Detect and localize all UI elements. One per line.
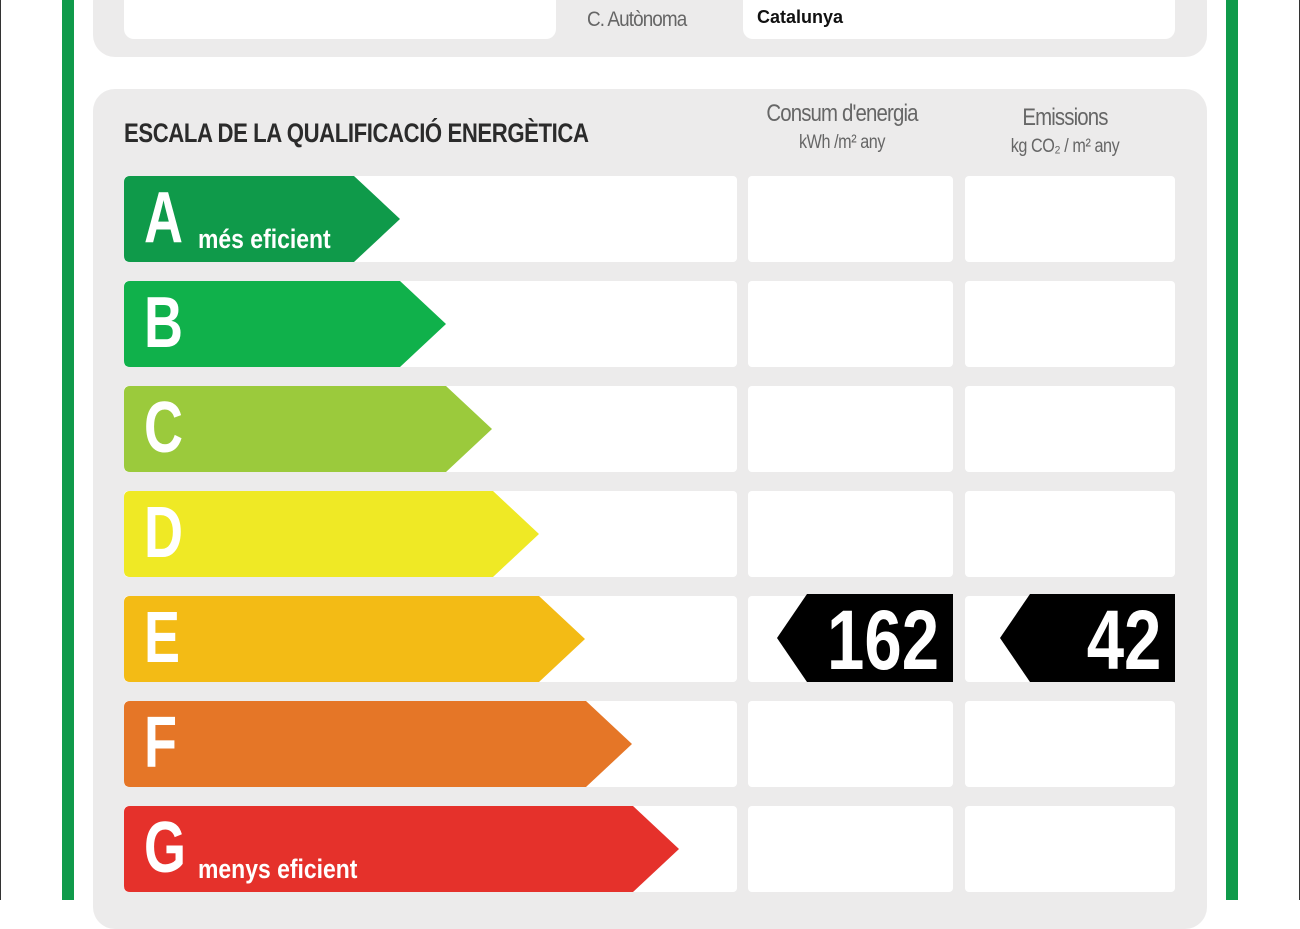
- emissions-cell: [965, 176, 1175, 262]
- emissions-rating-badge: 42: [1000, 594, 1175, 682]
- location-panel: C. Autònoma Catalunya: [93, 0, 1207, 57]
- energy-rating-badge: 162: [777, 594, 953, 682]
- frame-border-right: [1226, 0, 1238, 900]
- emissions-cell: [965, 806, 1175, 892]
- class-letter: B: [144, 283, 183, 363]
- class-caption: més eficient: [198, 224, 331, 254]
- class-arrow-b: B: [124, 281, 446, 367]
- energy-cell: [748, 806, 953, 892]
- rating-value: 162: [826, 593, 939, 687]
- energy-cell: [748, 701, 953, 787]
- class-arrow-c: C: [124, 386, 492, 472]
- emissions-column-header: Emissions kg CO₂ / m² any: [965, 104, 1165, 158]
- energy-cell: [748, 386, 953, 472]
- blank-field: [124, 0, 556, 39]
- emissions-cell: [965, 386, 1175, 472]
- class-arrow-e: E: [124, 596, 585, 682]
- page-edge-left: [0, 0, 1, 900]
- energy-unit: kWh /m² any: [799, 132, 885, 153]
- energy-cell: [748, 281, 953, 367]
- energy-column-header: Consum d'energia kWh /m² any: [742, 100, 942, 154]
- energy-heading: Consum d'energia: [766, 100, 918, 127]
- class-letter: F: [144, 703, 177, 783]
- region-label: C. Autònoma: [587, 8, 687, 31]
- class-letter: E: [144, 598, 181, 678]
- energy-cell: [748, 176, 953, 262]
- emissions-cell: [965, 491, 1175, 577]
- frame-border-left: [62, 0, 74, 900]
- class-arrow-f: F: [124, 701, 632, 787]
- class-letter: A: [144, 178, 183, 258]
- class-arrow-d: D: [124, 491, 539, 577]
- scale-title: ESCALA DE LA QUALIFICACIÓ ENERGÈTICA: [124, 118, 589, 148]
- emissions-unit: kg CO₂ / m² any: [1010, 136, 1120, 157]
- region-value: Catalunya: [757, 7, 844, 27]
- rating-value: 42: [1086, 593, 1161, 687]
- region-field: Catalunya: [743, 0, 1175, 39]
- emissions-cell: [965, 701, 1175, 787]
- class-letter: D: [144, 493, 183, 573]
- class-letter: C: [144, 388, 183, 468]
- class-letter: G: [144, 808, 187, 888]
- energy-cell: [748, 491, 953, 577]
- emissions-heading: Emissions: [1022, 104, 1108, 131]
- class-caption: menys eficient: [198, 854, 358, 884]
- emissions-cell: [965, 281, 1175, 367]
